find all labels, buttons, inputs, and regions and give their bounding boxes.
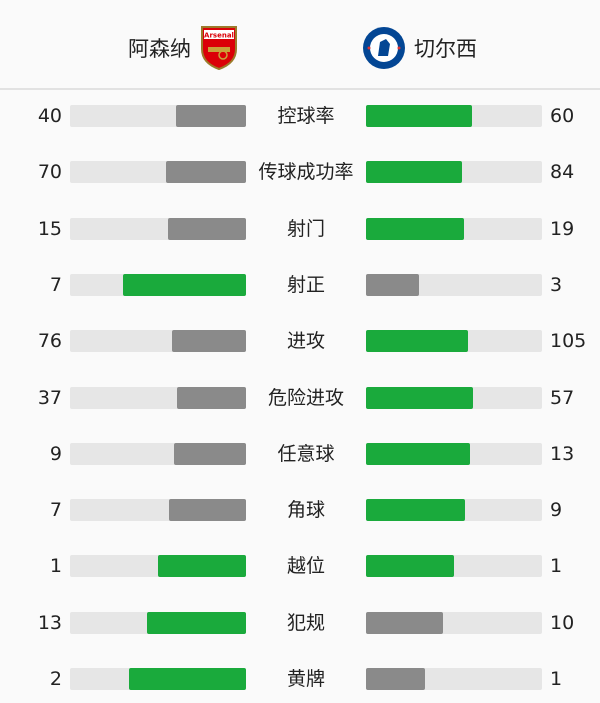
away-bar-fill [366, 499, 465, 522]
home-bar-fill [174, 442, 246, 465]
stat-label: 射门 [286, 217, 325, 240]
away-value: 84 [550, 161, 575, 184]
home-bar-fill [146, 611, 246, 634]
away-value: 1 [550, 668, 563, 690]
home-bar-fill [172, 330, 246, 353]
away-value: 60 [550, 105, 575, 127]
home-value: 70 [37, 161, 62, 184]
away-bar-fill [366, 273, 419, 296]
away-bar-track [366, 499, 542, 522]
stat-row: 1 越位 1 [0, 551, 600, 581]
home-value: 37 [37, 386, 62, 409]
home-bar-fill [169, 499, 246, 522]
stat-label: 射正 [286, 273, 325, 296]
stat-label: 进攻 [286, 330, 325, 353]
svg-text:Arsenal: Arsenal [204, 32, 234, 40]
home-bar-track [70, 161, 246, 184]
chelsea-crest-icon [363, 27, 405, 69]
home-bar-fill [128, 668, 246, 690]
home-bar-fill [176, 386, 246, 409]
away-bar-fill [366, 555, 454, 578]
home-value: 7 [49, 499, 62, 522]
away-bar-fill [366, 386, 473, 409]
stat-row: 2 黄牌 1 [0, 664, 600, 694]
home-bar-fill [168, 217, 246, 240]
away-value: 3 [550, 273, 563, 296]
stat-label: 控球率 [277, 105, 335, 127]
away-bar-fill [366, 105, 472, 127]
away-bar-fill [366, 668, 425, 690]
home-value: 1 [49, 555, 62, 578]
home-bar-track [70, 499, 246, 522]
home-bar-track [70, 273, 246, 296]
home-value: 7 [49, 273, 62, 296]
home-value: 13 [37, 611, 62, 634]
stat-row: 76 进攻 105 [0, 326, 600, 356]
home-bar-track [70, 105, 246, 127]
away-team[interactable]: 切尔西 [362, 26, 477, 70]
away-value: 9 [550, 499, 563, 522]
away-value: 1 [550, 555, 563, 578]
stat-row: 7 射正 3 [0, 270, 600, 300]
match-header: 阿森纳 Arsenal 切尔西 [0, 0, 600, 90]
away-bar-fill [366, 442, 470, 465]
arsenal-crest-icon: Arsenal [201, 26, 237, 71]
home-value: 9 [49, 442, 62, 465]
home-bar-track [70, 386, 246, 409]
stat-row: 13 犯规 10 [0, 608, 600, 638]
stat-row: 9 任意球 13 [0, 439, 600, 469]
away-bar-track [366, 555, 542, 578]
away-value: 19 [550, 217, 575, 240]
stat-row: 7 角球 9 [0, 495, 600, 525]
away-bar-fill [366, 217, 465, 240]
stat-label: 危险进攻 [267, 386, 344, 409]
away-value: 105 [550, 330, 587, 353]
home-value: 40 [37, 105, 62, 127]
stat-row: 15 射门 19 [0, 214, 600, 244]
stat-label: 犯规 [286, 611, 325, 634]
away-bar-track [366, 273, 542, 296]
away-bar-track [366, 668, 542, 690]
away-bar-track [366, 442, 542, 465]
home-bar-track [70, 330, 246, 353]
stat-label: 角球 [286, 499, 325, 522]
home-bar-fill [166, 161, 246, 184]
home-bar-track [70, 217, 246, 240]
away-bar-track [366, 611, 542, 634]
home-bar-fill [158, 555, 246, 578]
away-bar-track [366, 161, 542, 184]
away-bar-track [366, 217, 542, 240]
away-bar-fill [366, 161, 462, 184]
home-bar-track [70, 668, 246, 690]
home-bar-track [70, 442, 246, 465]
home-bar-fill [122, 273, 246, 296]
home-bar-track [70, 555, 246, 578]
home-team-name: 阿森纳 [128, 37, 191, 61]
away-bar-track [366, 386, 542, 409]
home-value: 2 [49, 668, 62, 690]
stat-row: 70 传球成功率 84 [0, 157, 600, 187]
stat-label: 任意球 [277, 442, 335, 465]
away-team-name: 切尔西 [414, 37, 477, 61]
home-value: 76 [37, 330, 62, 353]
away-bar-track [366, 105, 542, 127]
stat-label: 越位 [286, 555, 325, 578]
stat-row: 40 控球率 60 [0, 101, 600, 131]
home-bar-fill [175, 105, 246, 127]
away-bar-track [366, 330, 542, 353]
stat-label: 传球成功率 [258, 161, 354, 184]
home-bar-track [70, 611, 246, 634]
home-value: 15 [37, 217, 62, 240]
stat-row: 37 危险进攻 57 [0, 383, 600, 413]
away-value: 57 [550, 386, 575, 409]
away-bar-fill [366, 611, 443, 634]
away-bar-fill [366, 330, 469, 353]
away-value: 10 [550, 611, 575, 634]
away-value: 13 [550, 442, 575, 465]
home-team[interactable]: 阿森纳 Arsenal [128, 26, 239, 71]
stat-label: 黄牌 [286, 668, 325, 690]
